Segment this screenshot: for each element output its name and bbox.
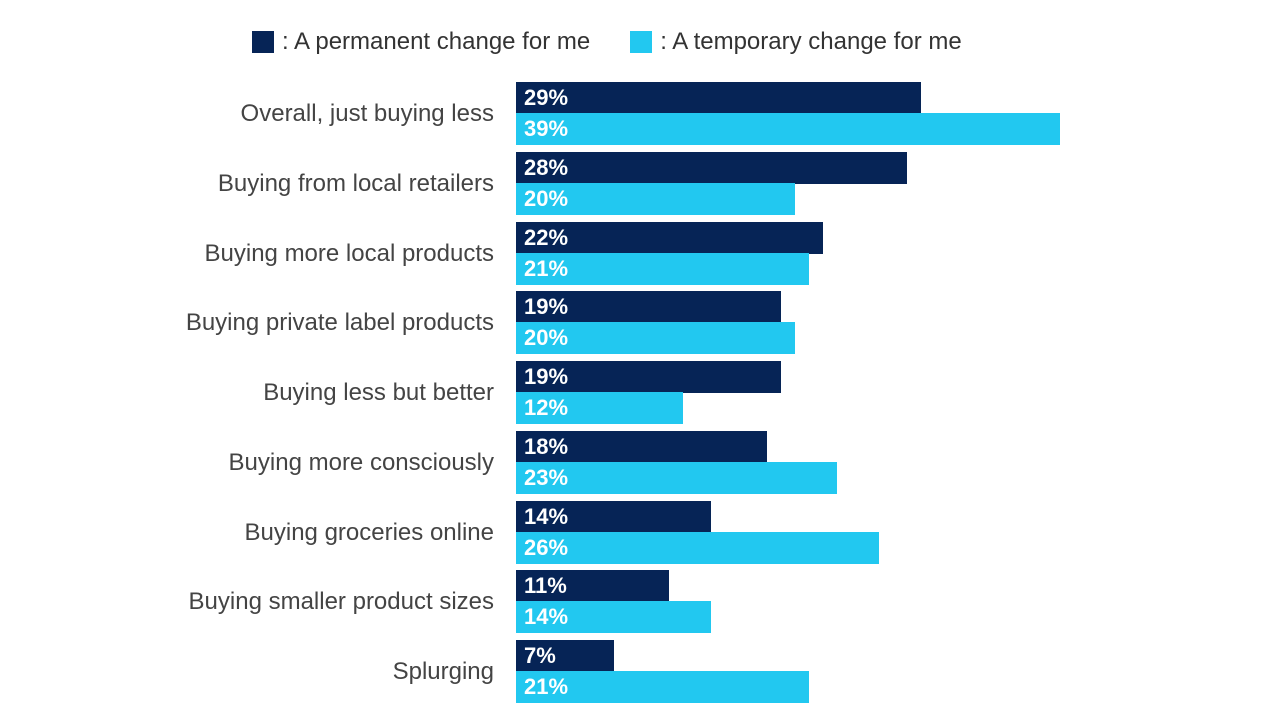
bar-permanent: 28% <box>516 151 907 184</box>
bar-temporary: 20% <box>516 322 795 355</box>
data-label: 29% <box>524 85 569 110</box>
legend-item-permanent: : A permanent change for me <box>252 28 590 56</box>
legend: : A permanent change for me : A temporar… <box>252 28 962 56</box>
category-label: Buying more consciously <box>228 448 494 476</box>
bar-permanent: 7% <box>516 640 614 672</box>
data-label: 14% <box>524 503 569 529</box>
category-label: Buying groceries online <box>244 518 494 546</box>
bar-temporary: 21% <box>516 252 809 285</box>
data-label: 21% <box>524 674 569 699</box>
data-label: 14% <box>524 604 569 630</box>
data-label: 22% <box>524 224 569 250</box>
bar-temporary: 39% <box>516 113 1060 145</box>
legend-item-temporary: : A temporary change for me <box>630 28 962 56</box>
data-label: 12% <box>524 395 569 420</box>
data-label: 26% <box>524 534 569 560</box>
category-label: Buying smaller product sizes <box>188 588 494 616</box>
bar-permanent: 18% <box>516 430 767 463</box>
bar-permanent: 11% <box>516 570 669 603</box>
bar-temporary: 14% <box>516 601 711 634</box>
bar-permanent: 19% <box>516 361 781 393</box>
legend-swatch-temporary <box>630 31 653 53</box>
data-label: 7% <box>524 643 556 668</box>
data-label: 20% <box>524 325 569 351</box>
data-label: 19% <box>524 294 569 320</box>
data-label: 21% <box>524 255 569 281</box>
category-label: Splurging <box>392 658 494 685</box>
data-label: 39% <box>524 116 569 141</box>
legend-label-temporary: : A temporary change for me <box>660 28 962 55</box>
category-label: Overall, just buying less <box>240 100 494 127</box>
data-label: 20% <box>524 185 569 211</box>
bar-permanent: 19% <box>516 291 781 324</box>
data-label: 28% <box>524 154 569 180</box>
data-label: 11% <box>524 573 567 599</box>
bar-temporary: 23% <box>516 461 837 494</box>
bar-temporary: 12% <box>516 392 683 424</box>
data-label: 23% <box>524 464 569 490</box>
category-label: Buying private label products <box>185 309 494 337</box>
category-label: Buying less but better <box>263 379 494 406</box>
bar-temporary: 26% <box>516 531 879 564</box>
legend-swatch-permanent <box>252 31 274 53</box>
bar-permanent: 14% <box>516 500 711 533</box>
legend-label-permanent: : A permanent change for me <box>282 28 591 55</box>
bar-temporary: 21% <box>516 671 809 703</box>
bar-permanent: 29% <box>516 82 921 114</box>
data-label: 18% <box>524 433 569 459</box>
category-label: Buying more local products <box>204 239 494 267</box>
category-label: Buying from local retailers <box>217 169 494 197</box>
bar-permanent: 22% <box>516 221 823 254</box>
data-label: 19% <box>524 364 569 389</box>
bar-temporary: 20% <box>516 182 795 215</box>
